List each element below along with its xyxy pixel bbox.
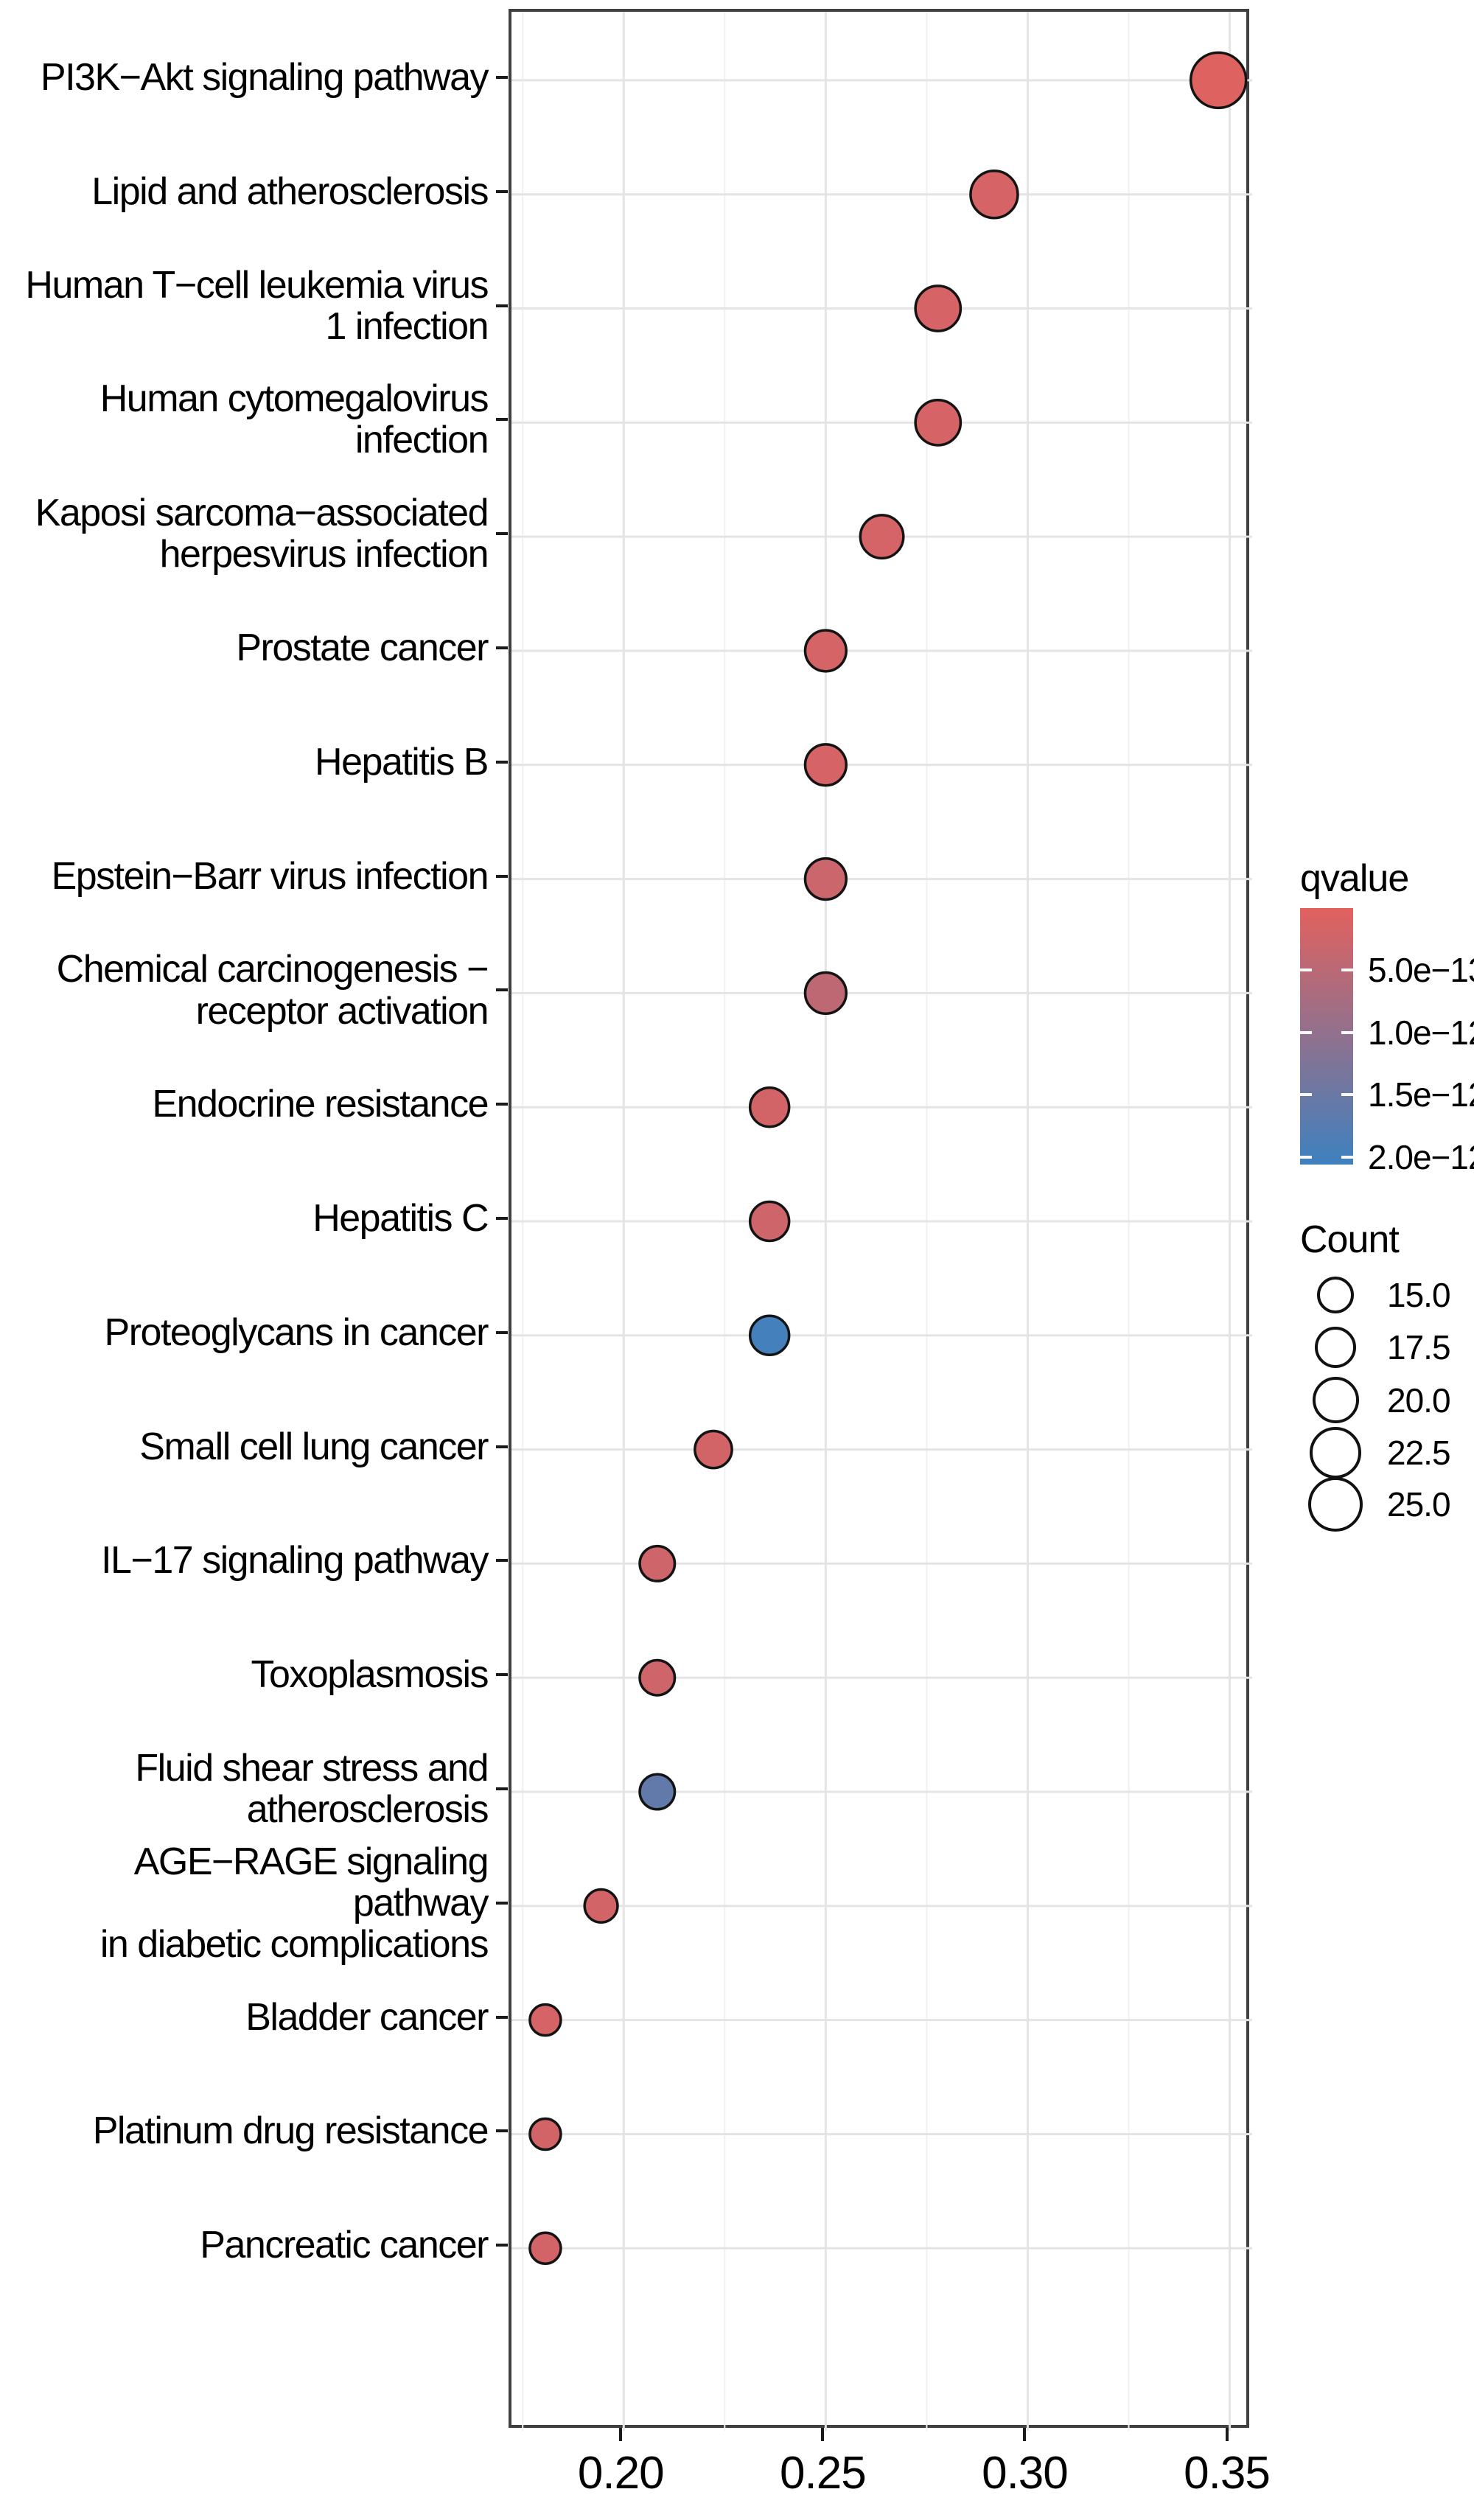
- data-point: [914, 285, 963, 332]
- y-axis-label: Toxoplasmosis: [251, 1653, 489, 1697]
- data-point: [638, 1544, 677, 1582]
- y-axis-tick: [496, 418, 508, 422]
- count-legend-label: 15.0: [1387, 1276, 1451, 1314]
- y-axis-tick: [496, 1901, 508, 1905]
- data-point: [803, 856, 848, 901]
- y-axis-tick: [496, 2244, 508, 2247]
- qvalue-tick-label: 5.0e−13: [1368, 951, 1474, 990]
- y-axis-tick: [496, 304, 508, 307]
- y-axis-tick: [496, 1330, 508, 1334]
- y-axis-tick: [496, 75, 508, 79]
- data-point: [803, 629, 848, 673]
- y-axis-tick: [496, 988, 508, 992]
- count-legend-circle: [1315, 1327, 1356, 1368]
- x-axis-tick: [1225, 2428, 1229, 2441]
- y-axis-tick: [496, 760, 508, 764]
- qvalue-bar-tick: [1300, 1155, 1312, 1159]
- qvalue-gradient-bar: [1300, 908, 1353, 1165]
- y-axis-label: Lipid and atherosclerosis: [91, 170, 489, 213]
- y-axis-label: Hepatitis C: [312, 1196, 489, 1240]
- count-legend-circle: [1308, 1477, 1363, 1532]
- data-point: [694, 1429, 733, 1470]
- qvalue-legend-title: qvalue: [1300, 857, 1409, 900]
- qvalue-tick-label: 1.5e−12: [1368, 1075, 1474, 1114]
- y-axis-label: Fluid shear stress and atherosclerosis: [135, 1746, 489, 1832]
- count-legend-label: 22.5: [1387, 1434, 1451, 1472]
- data-point: [528, 2117, 562, 2151]
- x-axis-title: GeneRatio: [509, 2513, 1249, 2520]
- qvalue-bar-tick: [1300, 1093, 1312, 1097]
- y-axis-tick: [496, 1445, 508, 1448]
- y-axis-tick: [496, 1103, 508, 1106]
- count-legend-label: 17.5: [1387, 1328, 1451, 1367]
- qvalue-bar-tick: [1341, 1030, 1353, 1034]
- qvalue-bar-tick: [1341, 1093, 1353, 1097]
- y-axis-label: AGE−RAGE signaling pathway in diabetic c…: [99, 1840, 489, 1966]
- plot-panel: [509, 9, 1252, 2431]
- data-point: [748, 1086, 791, 1128]
- y-axis-tick: [496, 1559, 508, 1563]
- count-legend-circle: [1310, 1427, 1361, 1479]
- y-axis-label: Prostate cancer: [236, 626, 489, 669]
- data-point: [638, 1658, 677, 1697]
- qvalue-tick-label: 2.0e−12: [1368, 1137, 1474, 1176]
- count-legend-title: Count: [1300, 1218, 1400, 1261]
- y-axis-tick: [496, 2129, 508, 2133]
- x-axis-tick: [821, 2428, 825, 2441]
- count-legend-circle: [1317, 1277, 1354, 1313]
- y-axis-label: IL−17 signaling pathway: [101, 1539, 489, 1582]
- y-axis-label: Small cell lung cancer: [139, 1425, 489, 1468]
- y-axis-tick: [496, 1787, 508, 1791]
- count-legend-label: 25.0: [1387, 1485, 1451, 1523]
- qvalue-tick-label: 1.0e−12: [1368, 1013, 1474, 1052]
- data-point: [638, 1773, 677, 1811]
- y-axis-label: Bladder cancer: [245, 1995, 489, 2039]
- y-axis-tick: [496, 532, 508, 536]
- x-axis-tick-label: 0.35: [1184, 2448, 1271, 2499]
- x-axis-tick: [1023, 2428, 1027, 2441]
- y-axis-label: Human T−cell leukemia virus 1 infection: [25, 263, 489, 348]
- y-axis-label: Kaposi sarcoma−associated herpesvirus in…: [35, 491, 489, 576]
- y-axis-label: Pancreatic cancer: [200, 2224, 489, 2267]
- data-point: [1189, 51, 1248, 110]
- qvalue-bar-tick: [1300, 1030, 1312, 1034]
- y-axis-label: Chemical carcinogenesis − receptor activ…: [56, 948, 489, 1033]
- qvalue-bar-tick: [1341, 968, 1353, 972]
- x-axis-tick-label: 0.30: [982, 2448, 1069, 2499]
- x-axis-tick-label: 0.25: [780, 2448, 867, 2499]
- y-axis-label: Epstein−Barr virus infection: [51, 854, 489, 898]
- y-axis-label: Platinum drug resistance: [92, 2109, 489, 2153]
- y-axis-label: Endocrine resistance: [152, 1083, 489, 1126]
- y-axis-label: Hepatitis B: [315, 740, 489, 783]
- plot-canvas: [511, 12, 1252, 2431]
- y-axis-tick: [496, 189, 508, 193]
- count-legend-circle: [1312, 1377, 1359, 1423]
- y-axis-tick: [496, 1673, 508, 1677]
- qvalue-bar-tick: [1341, 1155, 1353, 1159]
- y-axis-tick: [496, 646, 508, 649]
- y-axis-label: Proteoglycans in cancer: [104, 1310, 489, 1354]
- y-axis-label: PI3K−Akt signaling pathway: [40, 55, 489, 99]
- x-axis-tick: [619, 2428, 623, 2441]
- y-axis-tick: [496, 874, 508, 878]
- data-point: [748, 1314, 791, 1357]
- data-point: [803, 971, 848, 1016]
- data-point: [748, 1200, 791, 1243]
- data-point: [914, 398, 963, 447]
- data-point: [583, 1888, 619, 1924]
- y-axis-tick: [496, 1217, 508, 1220]
- y-axis-label: Human cytomegalovirus infection: [99, 377, 489, 462]
- data-point: [859, 514, 905, 560]
- data-point: [969, 169, 1019, 220]
- y-axis-tick: [496, 2015, 508, 2019]
- data-point: [528, 2231, 562, 2266]
- count-legend-label: 20.0: [1387, 1381, 1451, 1420]
- x-axis-tick-label: 0.20: [577, 2448, 665, 2499]
- qvalue-bar-tick: [1300, 968, 1312, 972]
- data-point: [528, 2003, 562, 2037]
- data-point: [803, 743, 848, 787]
